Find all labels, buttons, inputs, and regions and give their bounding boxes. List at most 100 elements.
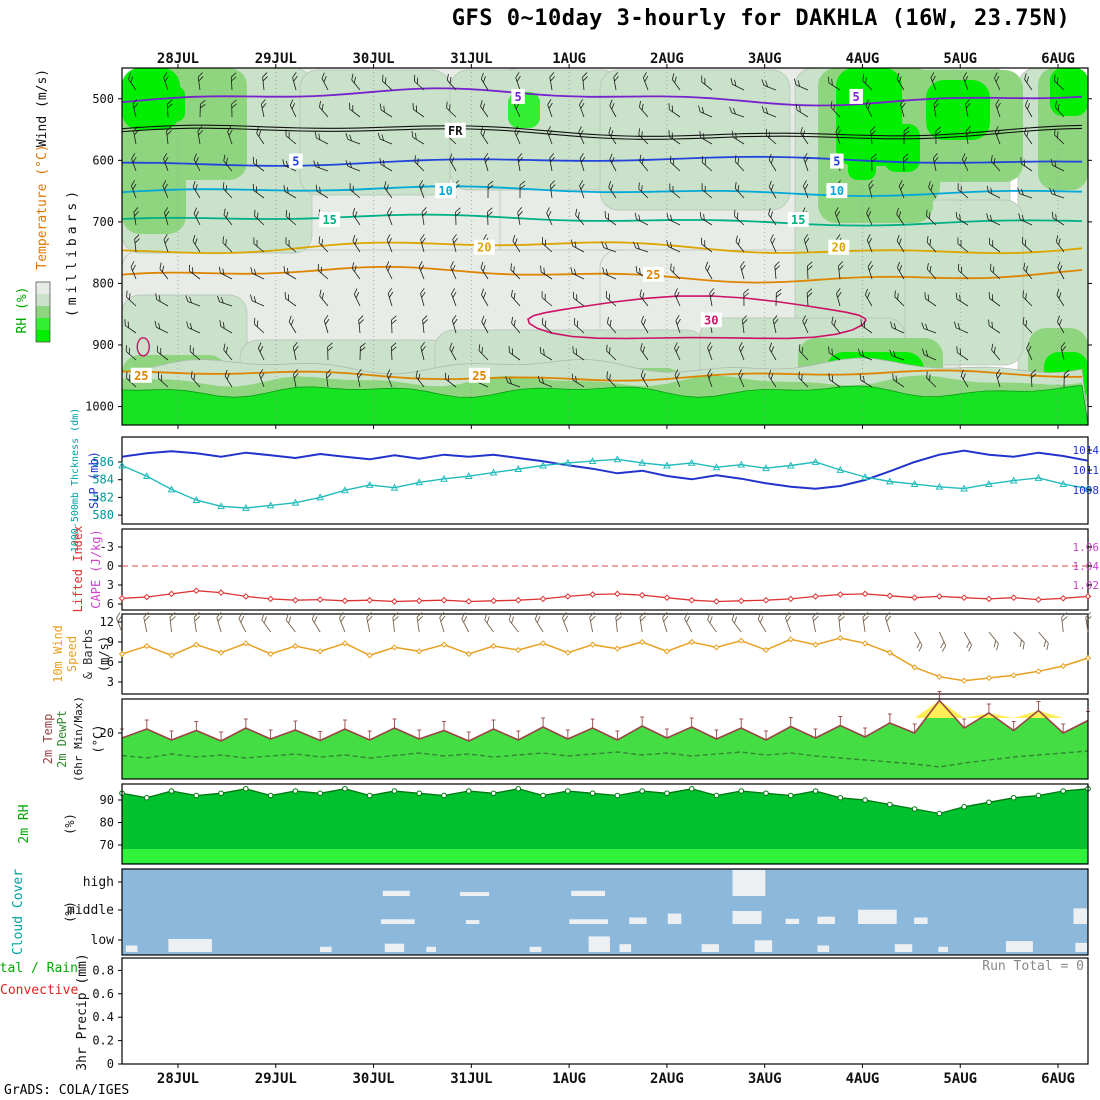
panel-upper-air: 5 5 FR 5 5 10 10 15 15 20 20 25 30 25 25 500 600 700 800 90…	[35, 64, 1092, 429]
pressure-tick-label: 1000	[85, 400, 114, 414]
date-label-bottom: 6AUG	[1041, 1071, 1075, 1087]
pressure-tick-label: 900	[92, 338, 114, 352]
axis-title: (6hr Min/Max)	[72, 696, 85, 782]
axis-title: RH (%)	[15, 287, 30, 334]
axis-title: 1000-500mb Thckness (dm)	[70, 408, 81, 553]
precip-tick-label: 0	[107, 1057, 114, 1071]
date-label-top: 2AUG	[650, 51, 684, 67]
contour-label: 5	[514, 90, 521, 104]
axis-title: 2m DewPt	[55, 710, 69, 768]
contour-label: 15	[322, 213, 336, 227]
thickness-tick-label: 586	[92, 455, 114, 469]
rh-tick-label: 70	[100, 838, 114, 852]
date-label-top: 29JUL	[255, 51, 297, 67]
contour-label: 25	[134, 369, 148, 383]
rh-colorbar	[35, 281, 51, 343]
x-axis-dates: 28JUL 28JUL 29JUL 29JUL 30JUL 30JUL 31JUL 31JUL…	[157, 51, 1075, 1087]
date-label-bottom: 31JUL	[450, 1071, 492, 1087]
axis-title: Speed	[65, 636, 79, 672]
date-label-bottom: 5AUG	[943, 1071, 977, 1087]
date-label-top: 1AUG	[552, 51, 586, 67]
contour-label: 10	[830, 184, 844, 198]
date-label-bottom: 4AUG	[846, 1071, 880, 1087]
wind-tick-label: 3	[107, 675, 114, 689]
contour-label: 25	[472, 369, 486, 383]
pressure-tick-label: 500	[92, 92, 114, 106]
wind-tick-label: 12	[100, 615, 114, 629]
axis-title: (millibars)	[65, 187, 80, 317]
cape-tick-label: 1.02	[1073, 579, 1100, 592]
rh-shading	[121, 67, 1089, 426]
cloud-row-label: middle	[67, 903, 114, 918]
cape-tick-label: 1.04	[1073, 560, 1100, 573]
precip-tick-label: 0.6	[92, 987, 114, 1001]
li-tick-label: 6	[107, 597, 114, 611]
axis-title: Temperature (°C)	[35, 144, 50, 269]
rh-tick-label: 80	[100, 816, 114, 830]
slp-tick-label: 1008	[1073, 484, 1100, 497]
axis-titles: Wind (m/s)Temperature (°C) RH (%) (milliba…	[0, 69, 111, 1071]
wind-tick-label: 6	[107, 655, 114, 669]
slp-tick-label: 1014	[1073, 444, 1100, 457]
axis-title: & Barbs	[81, 629, 95, 680]
precip-tick-label: 0.8	[92, 963, 114, 977]
precip-tick-label: 0.4	[92, 1010, 114, 1024]
axis-title: SLP (mb)	[87, 451, 101, 509]
li-tick-label: 0	[107, 559, 114, 573]
axis-title: 10m Wind	[51, 625, 65, 683]
contour-label: 5	[853, 90, 860, 104]
thickness-tick-label: 582	[92, 490, 114, 504]
cloud-row-label: high	[83, 875, 114, 890]
pressure-tick-label: 600	[92, 153, 114, 167]
panel-2m-temp: 20	[100, 691, 1090, 780]
cloud-patches	[125, 870, 1087, 952]
contour-label: 5	[292, 155, 299, 169]
run-total-annotation: Run Total = 0	[982, 959, 1084, 974]
date-label-bottom: 30JUL	[352, 1071, 394, 1087]
date-label-top: 4AUG	[846, 51, 880, 67]
date-label-bottom: 2AUG	[650, 1071, 684, 1087]
contour-labels: 5 5 FR 5 5 10 10 15 15 20 20 25 30 25 25	[130, 88, 863, 383]
date-label-bottom: 3AUG	[748, 1071, 782, 1087]
axis-title: CAPE (J/kg)	[89, 529, 103, 608]
grads-credit: GrADS: COLA/IGES	[4, 1083, 130, 1098]
date-label-top: 6AUG	[1041, 51, 1075, 67]
temp-tick-label: 20	[100, 726, 114, 740]
axis-title: (m/s)	[97, 636, 111, 672]
contour-label: 5	[833, 155, 840, 169]
thickness-tick-label: 580	[92, 508, 114, 522]
axis-title: Wind (m/s)	[35, 69, 50, 147]
cloud-row-label: low	[91, 933, 115, 948]
wind-tick-label: 9	[107, 635, 114, 649]
precip-tick-label: 0.2	[92, 1034, 114, 1048]
axis-title: 2m RH	[17, 804, 32, 843]
pressure-tick-label: 700	[92, 215, 114, 229]
axis-title: Total / Rain	[0, 961, 78, 976]
contour-label: FR	[448, 124, 463, 138]
slp-tick-label: 1011	[1073, 464, 1100, 477]
date-label-top: 28JUL	[157, 51, 199, 67]
axis-title: Lifted Index	[71, 526, 85, 613]
date-label-top: 30JUL	[352, 51, 394, 67]
contour-label: 10	[438, 184, 452, 198]
date-label-top: 3AUG	[748, 51, 782, 67]
rh-tick-label: 90	[100, 793, 114, 807]
contour-label: 20	[477, 241, 491, 255]
contour-label: 25	[646, 268, 660, 282]
cape-tick-label: 1.06	[1073, 541, 1100, 554]
contour-label: 30	[704, 313, 718, 327]
chart-title: GFS 0~10day 3-hourly for DAKHLA (16W, 23…	[451, 6, 1071, 31]
date-label-top: 31JUL	[450, 51, 492, 67]
axis-title: (%)	[63, 901, 77, 923]
date-label-bottom: 1AUG	[552, 1071, 586, 1087]
panel-cloud-cover: high middle low	[67, 868, 1089, 956]
panel-lifted-index-cape: -3 0 3 6 1.06 1.04 1.02	[100, 528, 1100, 611]
contour-label: 20	[832, 241, 846, 255]
panel-10m-wind: 12 9 6 3	[100, 611, 1092, 695]
panel-precip: 0.8 0.6 0.4 0.2 0 Run Total = 0	[92, 957, 1089, 1071]
date-label-top: 5AUG	[943, 51, 977, 67]
surface-wind-barbs	[115, 611, 1092, 652]
axis-title: 2m Temp	[41, 714, 55, 765]
